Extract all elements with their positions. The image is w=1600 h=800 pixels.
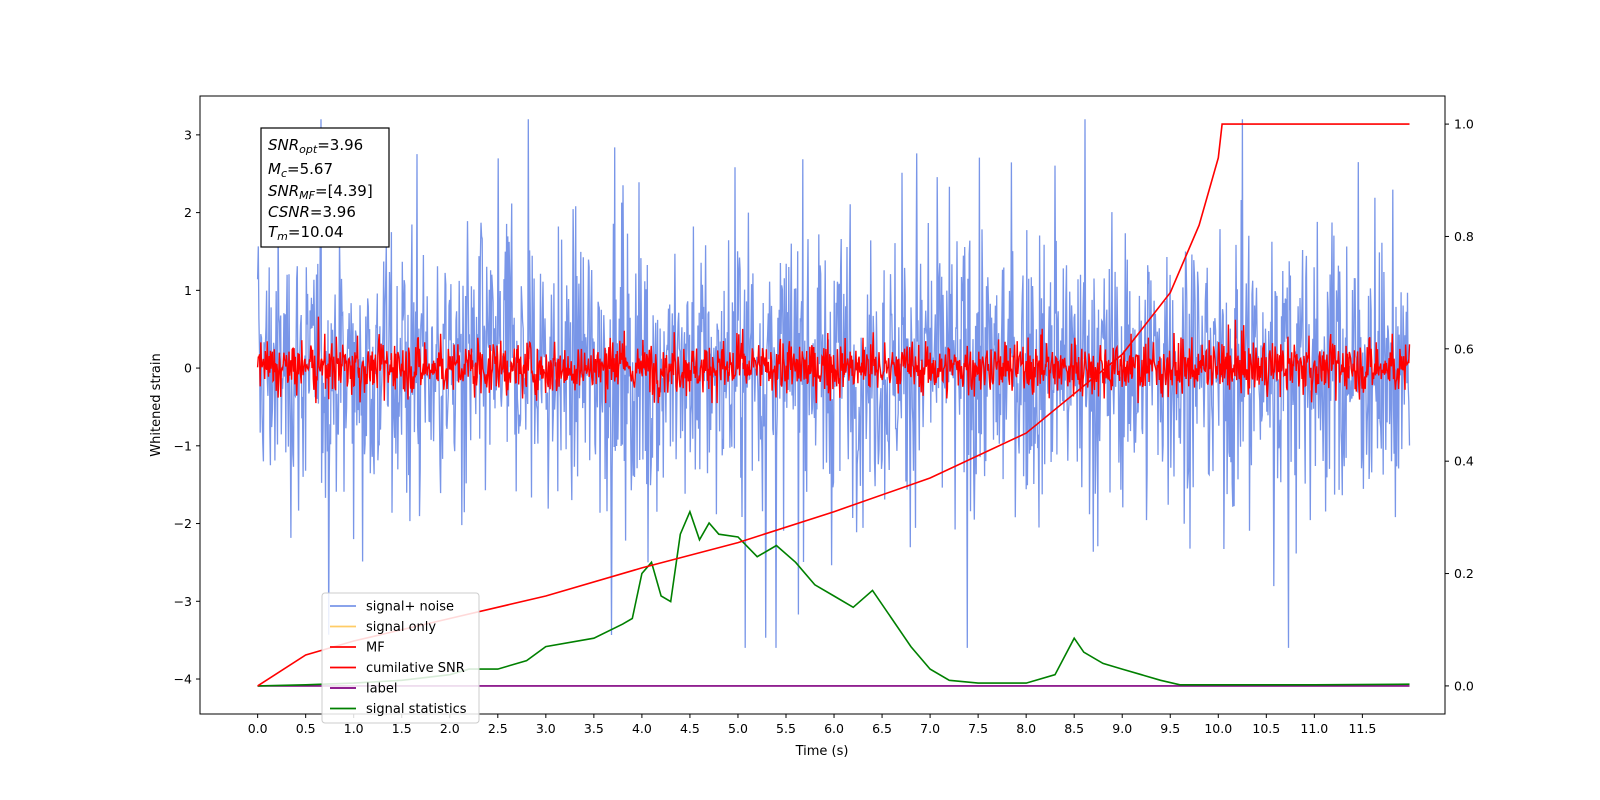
x-tick-label: 8.0 [1016, 721, 1036, 736]
info-mc: Mc=5.67 [268, 160, 333, 180]
x-tick-label: 4.5 [680, 721, 700, 736]
info-box-frame [260, 127, 390, 248]
x-tick-label: 3.5 [584, 721, 604, 736]
info-mc-value: =5.67 [287, 160, 333, 178]
info-snr-opt-sub: opt [299, 143, 318, 156]
y2-tick-label: 0.0 [1454, 678, 1474, 693]
x-tick-label: 7.0 [920, 721, 940, 736]
info-mc-sub: c [281, 167, 287, 180]
x-tick-label: 5.0 [728, 721, 748, 736]
x-tick-label: 3.0 [536, 721, 556, 736]
y-tick-label: 1 [184, 283, 192, 298]
x-tick-label: 8.5 [1064, 721, 1084, 736]
x-tick-label: 11.5 [1348, 721, 1376, 736]
y-tick-label: −3 [174, 594, 192, 609]
series-signal-statistics-line [257, 509, 1410, 687]
x-tick-label: 2.0 [440, 721, 460, 736]
legend-item-label: MF [366, 641, 385, 656]
info-csnr-main: CSNR [268, 203, 310, 221]
x-tick-label: 6.5 [872, 721, 892, 736]
x-tick-label: 9.0 [1112, 721, 1132, 736]
x-tick-label: 0.0 [248, 721, 268, 736]
info-mc-main: M [268, 160, 281, 178]
x-tick-label: 4.0 [632, 721, 652, 736]
y2-tick-label: 0.4 [1454, 454, 1474, 469]
y2-tick-label: 0.2 [1454, 566, 1474, 581]
y-tick-label: 3 [184, 127, 192, 142]
y-tick-label: −2 [174, 516, 192, 531]
info-snr-mf: SNRMF=[4.39] [268, 182, 373, 202]
info-tm-main: T [268, 223, 279, 241]
info-snr-mf-sub: MF [299, 189, 315, 202]
legend-item-label: signal statistics [366, 702, 467, 717]
info-tm-value: =10.04 [288, 223, 344, 241]
x-tick-label: 10.0 [1204, 721, 1232, 736]
x-axis-label: Time (s) [795, 744, 849, 759]
info-tm-sub: m [277, 230, 288, 243]
axes-frame [199, 95, 1446, 715]
x-tick-label: 2.5 [488, 721, 508, 736]
x-tick-label: 5.5 [776, 721, 796, 736]
y-tick-label: 0 [184, 361, 192, 376]
legend-item-label: signal only [366, 620, 436, 635]
legend-item-label: signal+ noise [366, 600, 454, 615]
info-snr-mf-main: SNR [268, 182, 299, 200]
info-csnr-value: =3.96 [310, 203, 356, 221]
y-tick-label: 2 [184, 205, 192, 220]
info-tm: Tm=10.04 [268, 223, 343, 243]
legend-item-label: label [366, 682, 397, 697]
x-tick-label: 11.0 [1300, 721, 1328, 736]
axes: 0.0 0.5 1.0 1.5 2.0 2.5 3.0 3.5 4.0 4.5 5.0 5.5 6.0 6… [174, 95, 1474, 736]
info-snr-opt-value: =3.96 [317, 136, 363, 154]
y2-tick-label: 0.8 [1454, 229, 1474, 244]
info-csnr: CSNR=3.96 [268, 203, 356, 221]
x-tick-label: 10.5 [1252, 721, 1280, 736]
y-axis-label: Whitened strain [149, 353, 164, 456]
x-tick-label: 7.5 [968, 721, 988, 736]
legend-item-label: cumilative SNR [366, 661, 465, 676]
x-tick-label: 1.0 [344, 721, 364, 736]
y-tick-label: −1 [174, 438, 192, 453]
y2-tick-label: 1.0 [1454, 117, 1474, 132]
legend: signal+ noise signal only MF cumilative SNR… [321, 592, 480, 724]
series-signal-noise-line [256, 119, 1411, 648]
info-box: SNRopt=3.96 Mc=5.67 SNRMF=[4.39] CSNR=3.… [260, 127, 390, 248]
y-tick-label: −4 [174, 672, 192, 687]
info-snr-opt: SNRopt=3.96 [268, 136, 363, 156]
y2-tick-label: 0.6 [1454, 341, 1474, 356]
x-tick-label: 6.0 [824, 721, 844, 736]
legend-frame [321, 592, 480, 724]
x-tick-label: 0.5 [296, 721, 316, 736]
x-tick-label: 9.5 [1160, 721, 1180, 736]
series-mf-line [256, 316, 1411, 404]
info-snr-mf-value: =[4.39] [315, 182, 373, 200]
x-tick-label: 1.5 [392, 721, 412, 736]
info-snr-opt-main: SNR [268, 136, 299, 154]
